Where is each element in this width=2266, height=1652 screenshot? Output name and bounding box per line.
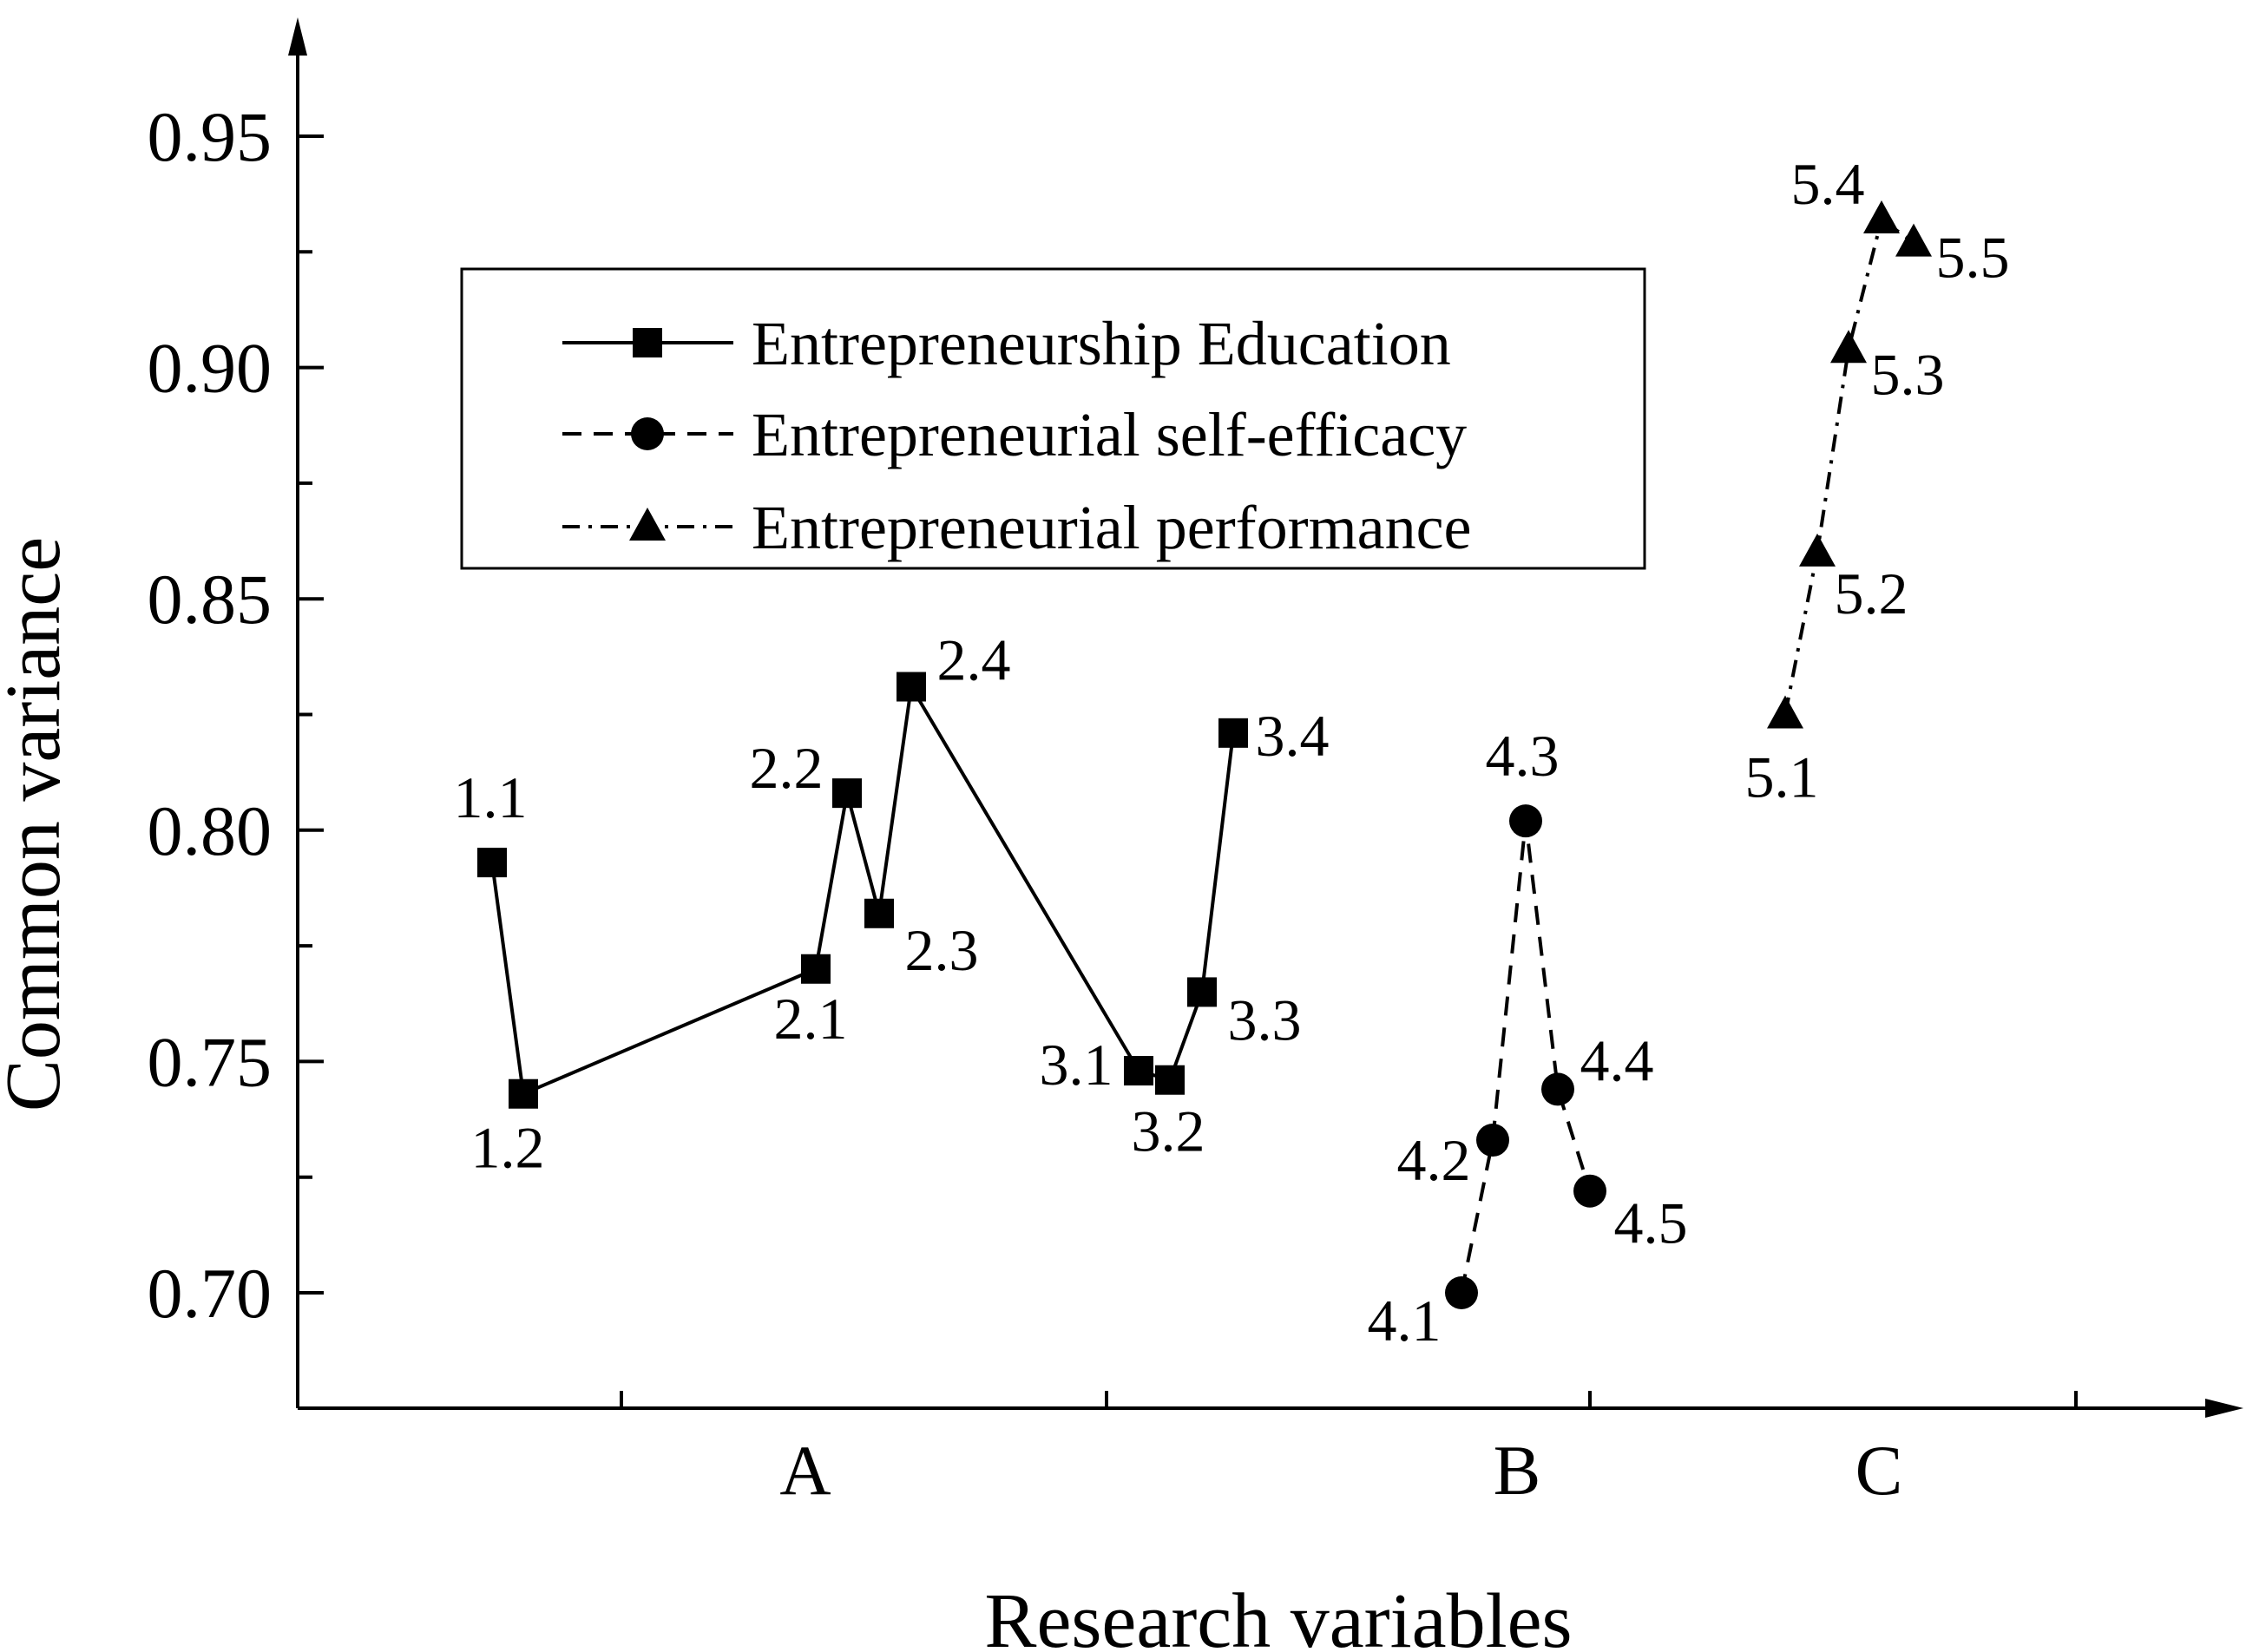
x-category-label: B [1494,1431,1541,1510]
data-point-5-2 [1799,533,1836,567]
x-category-label: A [779,1431,831,1510]
data-point-2-2 [832,778,862,809]
y-tick-label: 0.75 [148,1022,273,1101]
series-line [490,681,1235,1097]
data-label: 2.1 [774,986,848,1052]
data-point-3-3 [1187,977,1217,1007]
x-axis-arrow [2205,1399,2243,1418]
data-point-1-1 [477,848,507,878]
data-point-5-4 [1863,200,1900,233]
x-category-label: C [1855,1431,1903,1510]
data-label: 3.2 [1132,1098,1205,1164]
data-point-5-3 [1830,330,1867,364]
data-label: 5.3 [1871,341,1945,407]
series-line [1783,216,1915,715]
axes: 0.70 0.75 0.80 0.85 0.90 0.95 A B C Research vari… [0,17,2243,1652]
legend-box [460,267,1646,570]
series-layer: 1.11.22.12.22.32.43.13.23.33.44.14.24.34… [454,151,2010,1354]
data-point-5-5 [1895,223,1932,257]
y-axis-title: Common variance [0,537,76,1111]
data-label: 1.1 [454,764,528,830]
y-tick-label: 0.70 [148,1254,273,1333]
legend-marker [629,508,666,541]
data-label: 5.4 [1791,151,1865,217]
y-tick-label: 0.80 [148,791,273,870]
data-label: 3.3 [1228,987,1302,1052]
data-label: 3.4 [1256,703,1330,769]
legend-marker [631,417,664,450]
data-label: 1.2 [471,1115,545,1181]
data-label: 2.4 [937,627,1011,693]
y-axis-arrow [288,17,307,56]
series-2: 4.1 4.2 4.3 4.4 4.5 [1368,723,1688,1354]
y-tick-label: 0.90 [148,329,273,408]
data-point-3-1 [1124,1056,1153,1086]
data-point-5-1 [1767,695,1803,729]
data-point-4-5 [1573,1174,1606,1208]
data-point-4-4 [1541,1072,1574,1106]
data-label: 2.3 [905,917,979,983]
data-point-3-2 [1155,1065,1185,1095]
data-point-2-1 [801,954,831,984]
legend-marker [633,328,662,357]
legend: Entrepreneurship Education Entrepreneuria… [460,267,1646,570]
data-label: 4.4 [1580,1027,1654,1093]
data-label: 4.1 [1368,1288,1442,1354]
legend-label: Entrepreneurial self-efficacy [752,400,1467,469]
data-point-4-2 [1476,1124,1509,1157]
series-1: 1.1 1.2 2.1 2.2 2.3 2.4 3.1 3.2 3.3 3.4 [454,627,1330,1181]
data-point-4-1 [1445,1276,1478,1309]
data-label: 2.2 [750,735,824,801]
y-tick-label: 0.85 [148,560,273,639]
legend-label: Entrepreneurship Education [752,309,1451,378]
data-label: 5.2 [1835,560,1908,626]
legend-label: Entrepreneurial performance [752,493,1472,562]
data-label: 5.1 [1745,744,1819,810]
data-label: 5.5 [1936,225,2010,291]
data-point-2-3 [864,898,894,928]
data-label: 4.3 [1486,723,1560,789]
data-label: 3.1 [1040,1032,1113,1098]
series-3: 5.1 5.2 5.3 5.4 5.5 [1745,151,2010,810]
x-axis-title: Research variables [984,1578,1572,1652]
data-label: 4.2 [1397,1127,1471,1193]
y-tick-label: 0.95 [148,97,273,176]
series-line [1460,820,1592,1294]
data-label: 4.5 [1614,1190,1688,1256]
data-point-1-2 [509,1078,538,1109]
data-point-3-4 [1218,718,1248,748]
data-point-2-4 [897,672,926,702]
data-point-4-3 [1509,804,1542,838]
